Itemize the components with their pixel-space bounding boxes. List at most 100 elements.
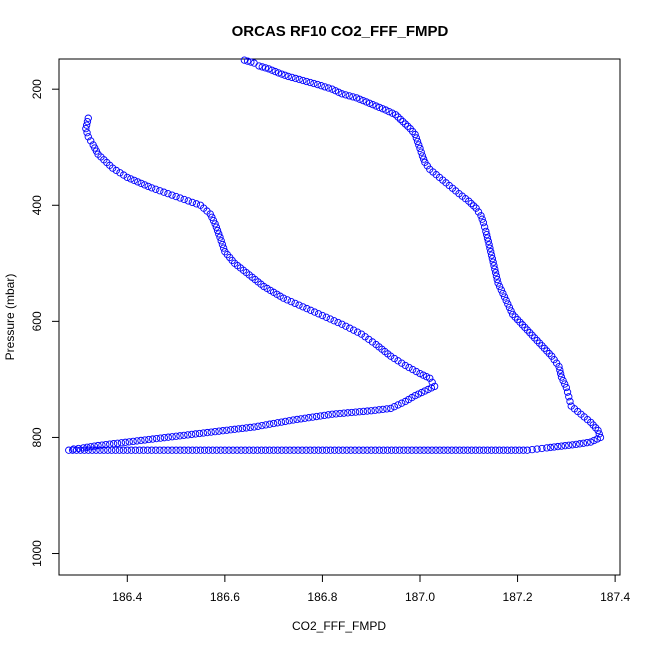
- data-point: [144, 182, 152, 191]
- data-point: [176, 432, 184, 440]
- data-point: [559, 376, 567, 385]
- data-point: [257, 446, 266, 454]
- data-point: [533, 445, 541, 453]
- data-point: [565, 441, 573, 449]
- data-point: [566, 397, 574, 406]
- data-point: [326, 315, 334, 323]
- data-point: [365, 335, 373, 343]
- data-point: [316, 412, 325, 420]
- data-point: [241, 446, 249, 454]
- data-point: [470, 202, 478, 210]
- data-point: [148, 184, 156, 192]
- data-point: [223, 426, 231, 434]
- data-point: [359, 446, 367, 454]
- data-point: [478, 215, 486, 223]
- data-point: [394, 401, 402, 409]
- data-point: [568, 441, 577, 449]
- data-point: [160, 446, 168, 454]
- data-point: [336, 409, 344, 418]
- data-point: [215, 427, 223, 435]
- data-point: [284, 72, 292, 81]
- data-point: [396, 446, 404, 454]
- data-point: [286, 446, 294, 454]
- data-point: [404, 446, 412, 454]
- data-point: [152, 434, 161, 443]
- data-point: [330, 446, 339, 454]
- data-point: [233, 446, 241, 454]
- data-point: [283, 296, 291, 304]
- data-point: [164, 446, 172, 454]
- data-point: [491, 446, 500, 454]
- data-point: [465, 197, 473, 205]
- data-point: [322, 446, 331, 454]
- data-point: [112, 166, 120, 175]
- data-point: [348, 408, 356, 417]
- data-point: [493, 275, 501, 284]
- data-point: [281, 71, 289, 79]
- data-point: [557, 442, 566, 450]
- data-point: [491, 265, 499, 273]
- data-point: [432, 446, 440, 454]
- data-point: [164, 190, 172, 198]
- data-point: [148, 446, 156, 454]
- data-point: [266, 420, 274, 428]
- data-point: [288, 73, 296, 82]
- data-point: [419, 155, 428, 163]
- data-point: [227, 426, 235, 434]
- data-point: [371, 446, 379, 454]
- data-point: [117, 439, 126, 447]
- data-point: [215, 230, 223, 238]
- data-point: [436, 446, 444, 454]
- data-point: [486, 244, 494, 252]
- data-point: [485, 241, 493, 249]
- data-point: [191, 430, 200, 438]
- data-point: [188, 198, 196, 207]
- data-point: [299, 76, 307, 85]
- data-point: [369, 101, 377, 109]
- data-point: [353, 328, 362, 336]
- data-point: [255, 62, 263, 70]
- data-point: [265, 446, 274, 454]
- y-tick-label: 400: [30, 195, 44, 215]
- data-point: [145, 435, 153, 444]
- data-point: [362, 98, 370, 106]
- data-point: [495, 446, 504, 454]
- data-point: [83, 443, 91, 451]
- data-point: [332, 410, 340, 418]
- data-point: [355, 446, 363, 454]
- data-point: [361, 333, 369, 341]
- data-point: [119, 171, 128, 179]
- data-point: [277, 418, 286, 426]
- x-tick-label: 187.4: [600, 590, 630, 604]
- data-point: [511, 446, 520, 454]
- data-point: [563, 388, 572, 396]
- data-point: [237, 446, 245, 454]
- data-point: [523, 446, 531, 454]
- data-point: [324, 84, 333, 92]
- data-point: [310, 308, 319, 316]
- data-point: [412, 134, 420, 142]
- data-point: [115, 446, 124, 454]
- data-point: [375, 446, 383, 454]
- data-point: [274, 69, 283, 77]
- data-point: [127, 175, 135, 183]
- data-point: [379, 446, 388, 454]
- data-point: [172, 446, 180, 454]
- y-tick-label: 200: [30, 79, 44, 99]
- data-point: [180, 195, 188, 204]
- data-point: [401, 120, 410, 128]
- data-point: [180, 431, 188, 439]
- data-point: [83, 129, 91, 137]
- data-point: [302, 446, 310, 454]
- data-point: [245, 446, 253, 454]
- data-point: [500, 293, 509, 301]
- data-point: [468, 446, 476, 454]
- data-point: [595, 430, 603, 438]
- data-point: [219, 427, 227, 435]
- x-axis-label: CO2_FFF_FMPD: [292, 619, 386, 633]
- y-tick-label: 800: [30, 427, 44, 447]
- data-point: [404, 122, 412, 130]
- data-point: [401, 361, 410, 370]
- data-point: [521, 323, 529, 332]
- data-point: [262, 421, 270, 429]
